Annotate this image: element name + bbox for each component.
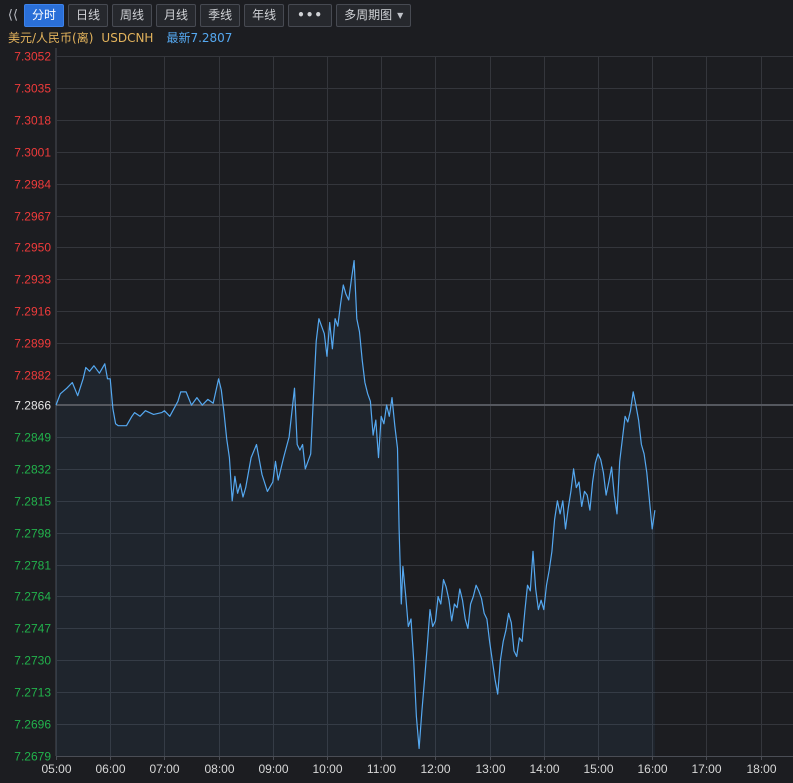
latest-price: 最新7.2807 <box>166 31 233 45</box>
y-tick-label: 7.2747 <box>14 622 51 636</box>
y-tick-label: 7.2950 <box>14 241 51 255</box>
x-tick-label: 10:00 <box>312 762 342 776</box>
y-axis-labels: 7.3052 7.3035 7.3018 7.3001 7.2984 7.2967 7.29… <box>14 50 51 764</box>
y-tick-label: 7.2849 <box>14 431 51 445</box>
caret-down-icon: ▼ <box>397 10 404 20</box>
x-tick-label: 08:00 <box>204 762 234 776</box>
tab-weekly[interactable]: 周线 <box>112 3 153 27</box>
x-tick-label: 18:00 <box>746 762 776 776</box>
y-tick-label: 7.2866 <box>14 399 51 413</box>
x-tick-label: 14:00 <box>529 762 559 776</box>
x-tick-label: 12:00 <box>420 762 450 776</box>
x-axis-labels: 05:00 06:00 07:00 08:00 09:00 10:00 11:00 12:00… <box>41 762 776 776</box>
y-tick-label: 7.2815 <box>14 495 51 509</box>
more-button[interactable]: ••• <box>288 3 333 27</box>
y-tick-label: 7.2679 <box>14 750 51 764</box>
x-tick-label: 13:00 <box>475 762 505 776</box>
x-tick-label: 16:00 <box>637 762 667 776</box>
y-tick-label: 7.2882 <box>14 369 51 383</box>
x-tick-label: 06:00 <box>95 762 125 776</box>
x-tick-label: 05:00 <box>41 762 71 776</box>
y-tick-label: 7.2781 <box>14 559 51 573</box>
y-tick-label: 7.3001 <box>14 146 51 160</box>
y-tick-label: 7.2984 <box>14 178 51 192</box>
y-tick-label: 7.2933 <box>14 273 51 287</box>
price-area-fill <box>56 260 655 756</box>
multi-period-label: 多周期图 <box>344 7 393 22</box>
multi-period-dropdown[interactable]: 多周期图 ▼ <box>336 3 412 27</box>
instrument-name: 美元/人民币(离) <box>8 31 94 45</box>
y-tick-label: 7.2967 <box>14 210 51 224</box>
y-tick-label: 7.2713 <box>14 686 51 700</box>
x-tick-label: 09:00 <box>258 762 288 776</box>
price-line <box>55 260 656 750</box>
y-tick-label: 7.3052 <box>14 50 51 64</box>
y-tick-label: 7.3018 <box>14 114 51 128</box>
tab-intraday[interactable]: 分时 <box>24 3 65 27</box>
y-tick-label: 7.2916 <box>14 305 51 319</box>
toolbar: ⟨⟨ 分时 日线 周线 月线 季线 年线 ••• 多周期图 ▼ <box>0 0 793 30</box>
instrument-info: 美元/人民币(离) USDCNH 最新7.2807 <box>8 30 232 46</box>
tab-daily[interactable]: 日线 <box>68 3 109 27</box>
tab-quarterly[interactable]: 季线 <box>200 3 241 27</box>
y-tick-label: 7.2832 <box>14 463 51 477</box>
x-tick-label: 11:00 <box>367 762 396 776</box>
y-tick-label: 7.2899 <box>14 337 51 351</box>
x-tick-label: 07:00 <box>149 762 179 776</box>
instrument-code: USDCNH <box>101 31 154 45</box>
y-tick-label: 7.2696 <box>14 718 51 732</box>
y-tick-label: 7.2730 <box>14 654 51 668</box>
x-tick-label: 17:00 <box>691 762 721 776</box>
y-tick-label: 7.2798 <box>14 527 51 541</box>
y-tick-label: 7.2764 <box>14 590 51 604</box>
x-tick-label: 15:00 <box>583 762 613 776</box>
double-chevron-left-icon[interactable]: ⟨⟨ <box>7 7 19 23</box>
tab-yearly[interactable]: 年线 <box>244 3 285 27</box>
y-tick-label: 7.3035 <box>14 82 51 96</box>
tab-monthly[interactable]: 月线 <box>156 3 197 27</box>
